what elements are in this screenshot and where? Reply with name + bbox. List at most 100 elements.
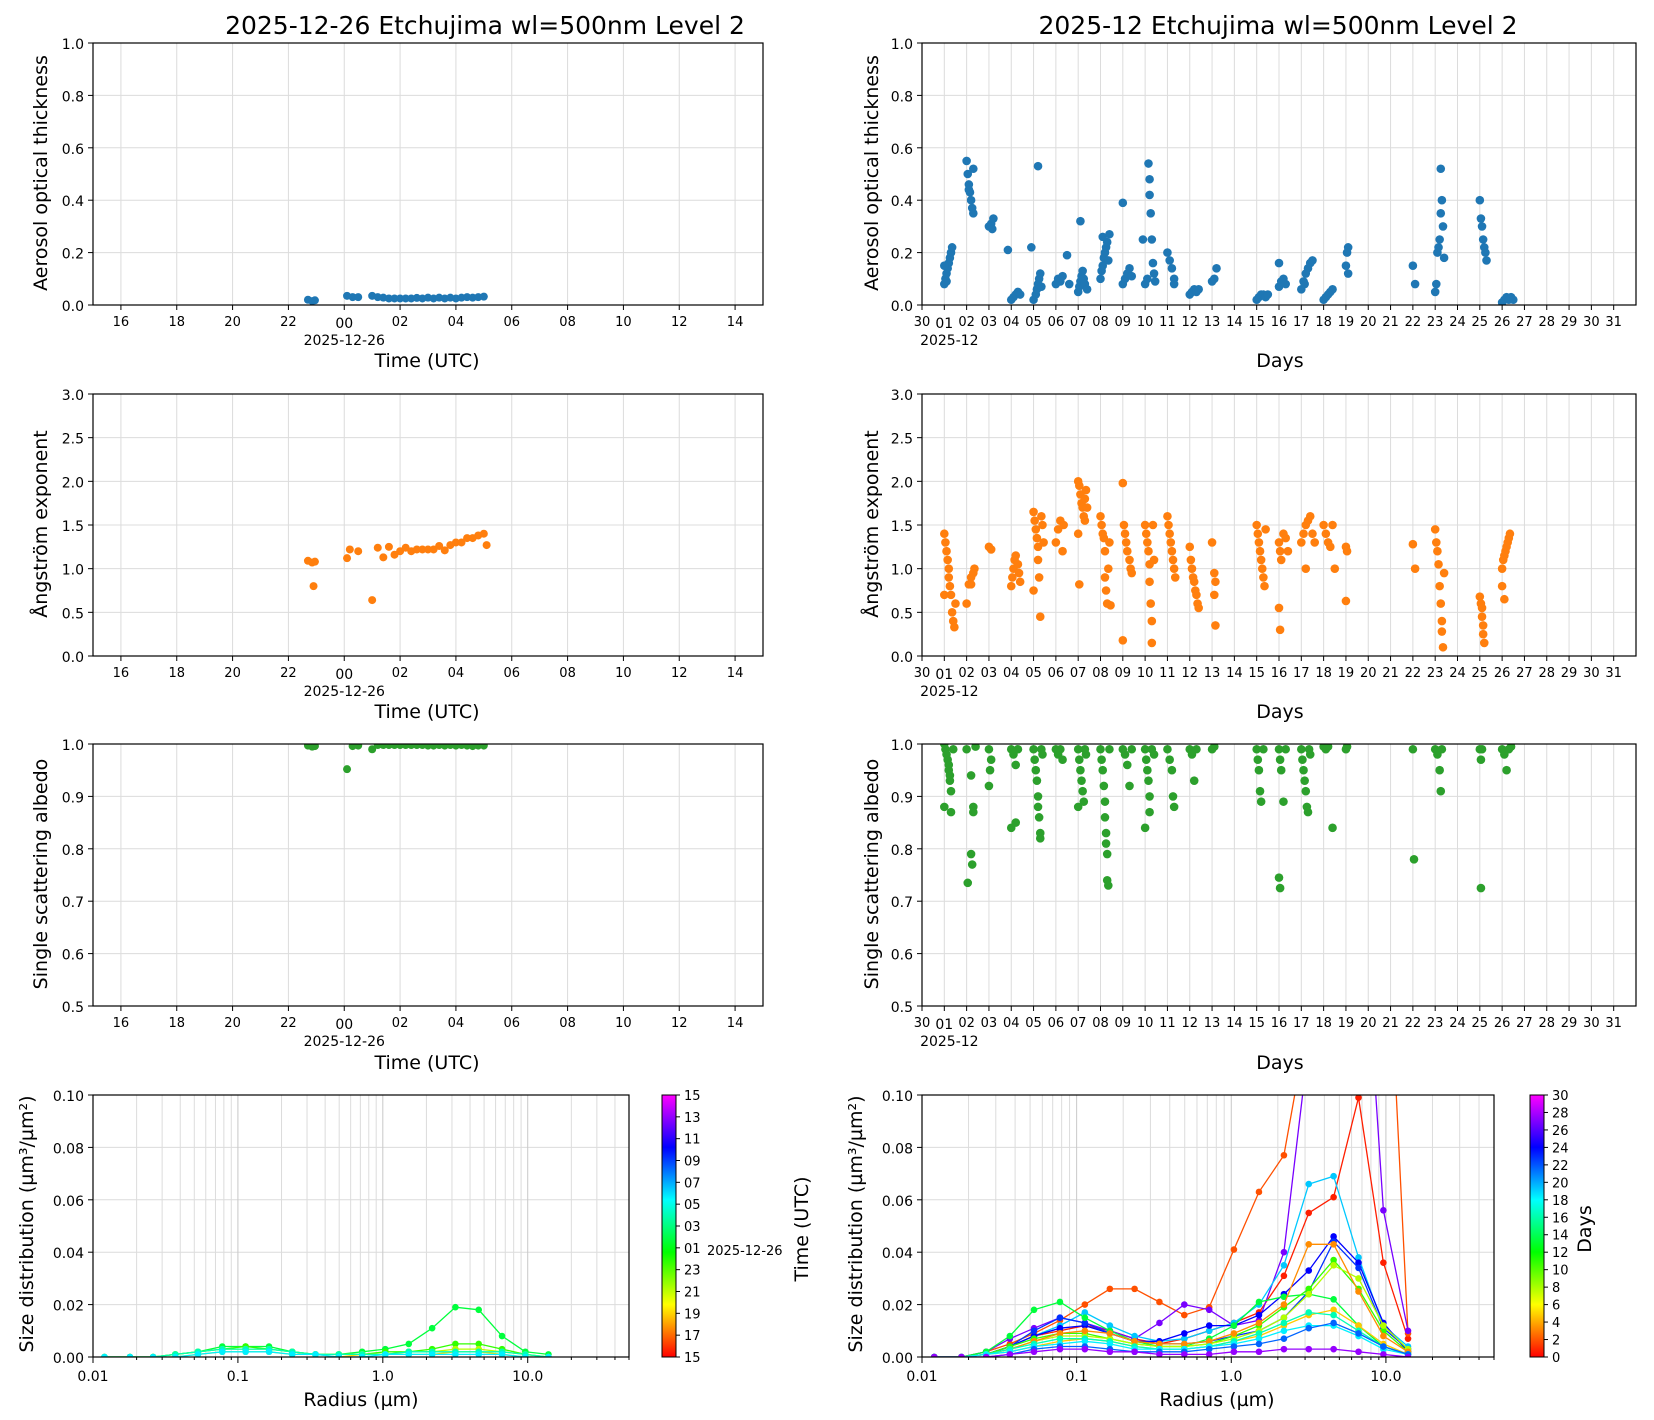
monthly-angstrom-point [1008, 573, 1017, 582]
monthly-angstrom-point [1101, 586, 1111, 595]
daily-ssa-ytick-label: 0.6 [62, 948, 84, 964]
monthly-ssa-point [1056, 744, 1065, 754]
monthly-angstrom-point [966, 580, 976, 589]
monthly-angstrom-point [1326, 542, 1335, 552]
monthly-ssa-xtick-label: 08 [1092, 1016, 1109, 1031]
monthly-angstrom-point [1059, 520, 1068, 530]
monthly-size-series-point [1255, 1298, 1263, 1306]
monthly-angstrom-point [1145, 577, 1154, 587]
monthly-size-series-point [1355, 1264, 1362, 1272]
daily-ssa-ytick-label: 0.8 [62, 843, 84, 859]
monthly-ssa-point [1029, 744, 1038, 754]
monthly-angstrom-point [1163, 511, 1172, 521]
monthly-angstrom-point [1144, 546, 1153, 556]
monthly-ssa-point [1297, 744, 1306, 754]
monthly-size-ytick-label: 0.06 [882, 1194, 913, 1210]
monthly-ssa-point [1323, 744, 1333, 751]
monthly-aot-ytick-label: 0.6 [891, 142, 913, 158]
right-colorbar-bar [1529, 1094, 1545, 1358]
monthly-aot-xtick-label: 28 [1538, 315, 1555, 330]
monthly-ssa-point [1328, 823, 1337, 833]
monthly-aot-month-label: 2025-12 [920, 333, 979, 349]
monthly-size-xtick-label: 0.01 [906, 1369, 937, 1385]
monthly-size-series-point [1280, 1345, 1288, 1353]
daily-angstrom-xtick-label: 22 [280, 666, 297, 681]
monthly-aot-point [1477, 222, 1487, 231]
monthly-aot-point [1434, 243, 1443, 252]
monthly-aot-xtick-label: 17 [1293, 315, 1310, 330]
monthly-angstrom-point [941, 538, 950, 547]
monthly-size-series-point [1106, 1340, 1114, 1348]
monthly-angstrom-point [1497, 564, 1507, 573]
monthly-size-series-point [1330, 1233, 1337, 1240]
monthly-angstrom-point [1037, 511, 1046, 521]
left-title: 2025-12-26 Etchujima wl=500nm Level 2 [225, 11, 745, 40]
monthly-angstrom-point [1438, 642, 1448, 652]
daily-size-series-point [452, 1340, 459, 1348]
monthly-ssa-point [1079, 797, 1089, 806]
monthly-aot-point [1062, 250, 1072, 260]
daily-size-ytick-label: 0.06 [53, 1194, 84, 1210]
monthly-aot-point [1432, 279, 1441, 289]
daily-angstrom-point [368, 596, 377, 605]
left-colorbar-tick-label: 19 [684, 1307, 701, 1322]
monthly-aot-xtick-label: 20 [1360, 315, 1377, 330]
monthly-ssa-point [1144, 776, 1153, 785]
monthly-angstrom-point [1039, 538, 1048, 547]
monthly-angstrom-point [1118, 635, 1128, 645]
monthly-size-series-point [1380, 1322, 1387, 1329]
monthly-size-series-line [934, 1324, 1409, 1357]
daily-ssa-points [303, 744, 488, 774]
daily-size-series-point [522, 1353, 529, 1357]
monthly-ssa-xtick-label: 30 [914, 1016, 931, 1031]
monthly-size-series-point [1355, 1275, 1362, 1282]
monthly-size-series-point [1280, 1293, 1288, 1301]
monthly-size-series-point [1081, 1319, 1089, 1327]
monthly-size-series-point [1156, 1319, 1163, 1327]
monthly-aot-point [1343, 269, 1353, 278]
monthly-angstrom-point [1319, 520, 1328, 530]
monthly-ssa-point [1097, 755, 1106, 765]
monthly-aot-point [1064, 279, 1074, 289]
monthly-angstrom-xtick-label: 30 [1583, 666, 1600, 681]
monthly-angstrom-xtick-label: 10 [1137, 666, 1154, 681]
monthly-angstrom-point [1120, 529, 1130, 539]
monthly-ssa-xtick-label: 27 [1516, 1016, 1533, 1031]
monthly-ssa-point [1259, 744, 1268, 754]
monthly-angstrom-point [1119, 520, 1129, 530]
daily-angstrom-point [412, 545, 421, 554]
monthly-ssa-point [1098, 765, 1108, 775]
monthly-aot-xtick-label: 04 [1003, 315, 1020, 330]
monthly-angstrom-xtick-label: 29 [1561, 666, 1578, 681]
daily-angstrom-point [373, 543, 382, 552]
monthly-aot-point [1438, 222, 1448, 231]
monthly-aot-xtick-label: 13 [1204, 315, 1221, 330]
monthly-aot-point [969, 164, 978, 174]
monthly-ssa-xlabel: Days [1256, 1052, 1303, 1074]
daily-size-series-point [288, 1351, 296, 1357]
monthly-aot-point [1138, 235, 1148, 244]
monthly-ssa-point [1076, 765, 1085, 775]
daily-size-series-point [428, 1324, 436, 1332]
monthly-angstrom-point [1080, 494, 1090, 504]
monthly-angstrom-xtick-label: 21 [1382, 666, 1399, 681]
daily-angstrom-point [343, 554, 352, 563]
monthly-aot-point [966, 195, 976, 205]
monthly-angstrom-xtick-label: 16 [1271, 666, 1288, 681]
monthly-size-series-point [1255, 1340, 1263, 1348]
daily-ssa-xtick-label: 16 [113, 1016, 130, 1031]
monthly-aot-point [1342, 248, 1352, 257]
daily-size-series-line [104, 1348, 549, 1357]
monthly-size-series-point [1305, 1241, 1313, 1248]
monthly-size-series-point [1305, 1309, 1313, 1316]
monthly-angstrom-point [1146, 599, 1156, 608]
monthly-size-series-line [934, 1311, 1409, 1357]
monthly-aot-point [1439, 253, 1449, 263]
monthly-ssa-xtick-label: 20 [1360, 1016, 1377, 1031]
monthly-angstrom-point [1477, 603, 1487, 613]
monthly-aot-point [1027, 243, 1036, 252]
monthly-angstrom-point [944, 573, 954, 582]
monthly-size-series-point [1230, 1322, 1238, 1329]
monthly-size-series-point [1255, 1311, 1263, 1319]
daily-angstrom-point [345, 545, 354, 554]
